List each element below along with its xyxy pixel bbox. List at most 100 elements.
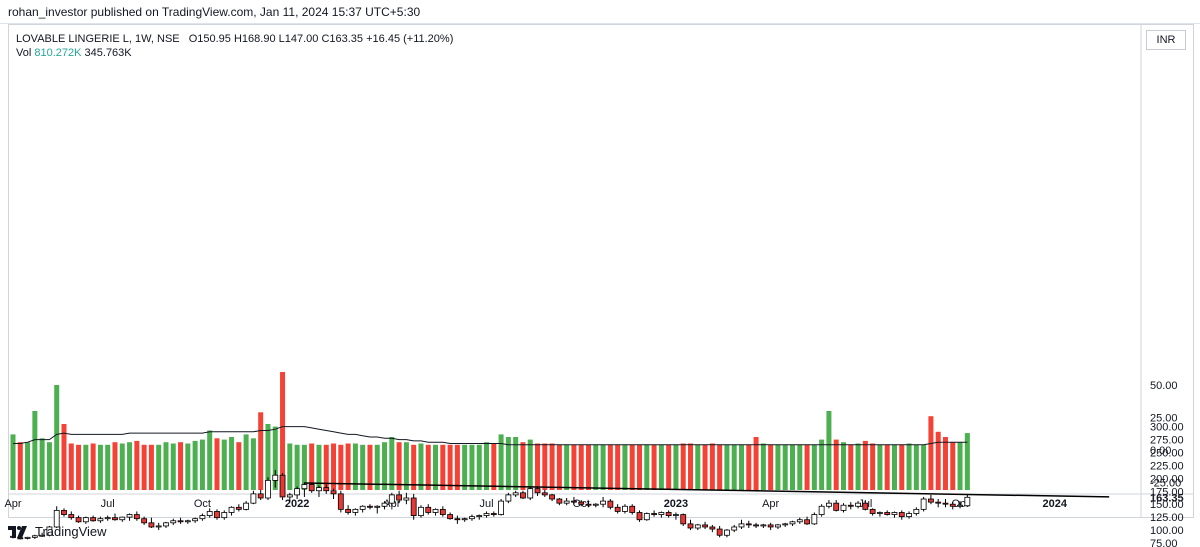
volume-bar (484, 442, 490, 490)
volume-bar (877, 444, 883, 490)
candle-body (388, 494, 395, 504)
volume-bar (615, 444, 621, 490)
candle-body (199, 515, 206, 520)
candle-body (301, 484, 308, 490)
publish-info: rohan_investor published on TradingView.… (8, 5, 421, 19)
currency-button[interactable]: INR (1146, 30, 1186, 50)
candle-body (432, 508, 439, 513)
change-value: +16.45 (+11.20%) (366, 33, 454, 45)
volume-bar (309, 443, 315, 490)
volume-bar (622, 444, 628, 490)
candle-body (898, 512, 905, 518)
candle-body (454, 518, 461, 521)
candle-body (90, 517, 97, 522)
candle-body (527, 488, 534, 499)
candle-body (410, 497, 417, 516)
volume-bar (789, 444, 795, 490)
volume-bar (403, 442, 409, 490)
candle-body (447, 514, 454, 520)
volume-ma-line (13, 426, 968, 446)
candle-body (913, 508, 920, 514)
volume-bar (746, 444, 752, 490)
candle-body (250, 493, 257, 504)
volume-row: Vol 810.272K 345.763K (16, 46, 453, 60)
candle-body (418, 506, 424, 516)
candle-body (818, 505, 825, 515)
volume-bar (578, 444, 584, 490)
candle-body (308, 484, 315, 492)
candle-body (891, 512, 898, 515)
candle-body (541, 492, 548, 496)
candle-body (316, 487, 322, 492)
candle-body (133, 514, 140, 520)
tradingview-footer[interactable]: TradingView (8, 524, 107, 539)
candle-body (673, 514, 679, 516)
candle-body (337, 493, 344, 510)
volume-bar (637, 444, 643, 490)
candle-body (753, 524, 759, 527)
volume-bar (170, 443, 176, 490)
candle-body (403, 497, 410, 501)
volume-bar (549, 443, 555, 490)
candle-body (556, 498, 563, 504)
volume-bar (185, 443, 191, 490)
candle-body (520, 492, 526, 499)
volume-bar (236, 442, 242, 490)
volume-bar (243, 434, 249, 490)
volume-bar (83, 444, 89, 490)
volume-bar (331, 443, 337, 490)
candle-body (724, 529, 730, 536)
candle-body (163, 522, 169, 527)
candle-body (323, 487, 330, 492)
volume-bar (513, 437, 519, 490)
volume-bar (199, 439, 205, 490)
candle-body (629, 505, 636, 513)
volume-bar (673, 444, 679, 490)
candle-body (869, 508, 876, 514)
volume-bar (600, 444, 606, 490)
volume-bar (163, 442, 169, 490)
price-tick-label: 200.00 (1150, 473, 1184, 485)
price-tick-label: 250.00 (1150, 447, 1184, 459)
candle-body (469, 516, 475, 520)
volume-label: Vol (16, 47, 32, 59)
volume-bar (301, 444, 307, 490)
time-tick-label: 2022 (285, 498, 309, 510)
candle-body (694, 524, 701, 529)
volume-bar (775, 444, 781, 490)
candle-body (439, 508, 446, 515)
volume-bar (760, 443, 766, 490)
volume-bar (39, 438, 45, 490)
volume-bar (564, 444, 570, 490)
candle-body (716, 528, 723, 536)
candle-body (840, 504, 847, 511)
volume-bar (840, 442, 846, 490)
volume-tick-label: 25.00 (1150, 413, 1178, 425)
volume-bar (433, 444, 439, 490)
volume-bar (520, 442, 526, 490)
candle-body (964, 496, 971, 507)
candle-body (490, 513, 497, 515)
volume-bar (345, 443, 351, 490)
volume-bar (119, 443, 125, 490)
volume-bar (46, 442, 52, 490)
candle-body (636, 512, 643, 521)
volume-bar (870, 443, 876, 490)
volume-bar (797, 444, 803, 490)
time-tick-label: Oct (194, 498, 211, 510)
publish-header: rohan_investor published on TradingView.… (0, 0, 1200, 24)
candle-body (884, 512, 891, 515)
candle-body (192, 518, 199, 522)
candle-body (39, 534, 46, 537)
volume-bar (338, 444, 344, 490)
volume-bar (97, 444, 103, 490)
price-tick-label: 75.00 (1150, 538, 1178, 547)
time-tick-label: Apr (762, 498, 779, 510)
volume-bar (768, 444, 774, 490)
volume-bar (105, 444, 111, 490)
high-value: H168.90 (233, 33, 276, 45)
volume-bar (833, 439, 839, 490)
candle-body (702, 524, 708, 528)
candle-body (272, 474, 279, 481)
